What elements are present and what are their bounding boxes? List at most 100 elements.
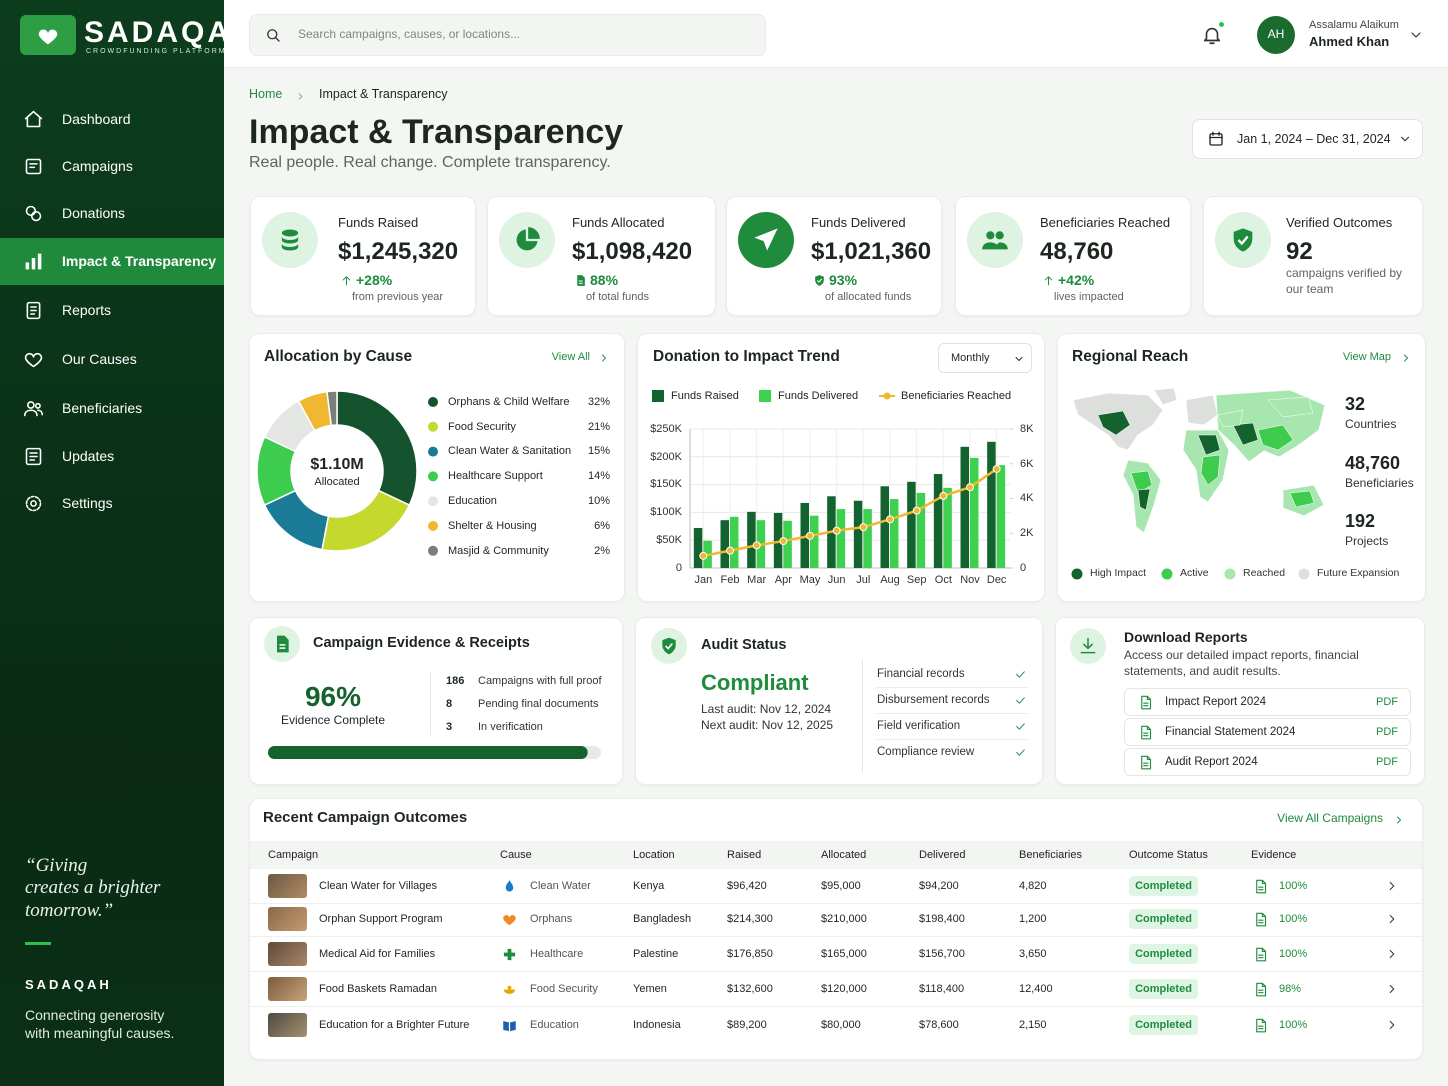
cell: Bangladesh	[633, 912, 692, 925]
file-row[interactable]	[1124, 688, 1411, 716]
nav-label[interactable]: Impact & Transparency	[62, 252, 217, 269]
icon	[1253, 947, 1268, 962]
column-header: Evidence	[1251, 848, 1297, 861]
bell-dot	[1217, 20, 1226, 29]
icon-shape	[1255, 1018, 1266, 1032]
icon-shape	[298, 92, 302, 100]
cell: 2,150	[1019, 1018, 1047, 1031]
nav-label[interactable]: Updates	[62, 447, 115, 464]
icon-shape	[505, 879, 513, 891]
bar	[943, 487, 952, 568]
icon	[1400, 351, 1412, 363]
icon-shape	[37, 253, 41, 269]
icon-shape	[1389, 881, 1395, 891]
icon[interactable]	[1385, 879, 1399, 893]
nav-label[interactable]: Dashboard	[62, 110, 131, 127]
icon[interactable]	[1385, 1018, 1399, 1032]
icon-shape	[1015, 722, 1025, 730]
file-name[interactable]: Impact Report 2024	[1165, 695, 1267, 708]
icon	[1253, 982, 1268, 997]
row-divider	[250, 903, 1422, 904]
date-picker[interactable]	[1192, 119, 1423, 159]
bar	[880, 486, 889, 568]
cell: $210,000	[821, 912, 867, 925]
icon[interactable]	[1201, 24, 1223, 46]
file-name[interactable]: Financial Statement 2024	[1165, 725, 1296, 738]
line-point	[912, 506, 921, 515]
icon-shape	[25, 495, 41, 511]
cell: Kenya	[633, 879, 665, 892]
icon[interactable]	[1385, 947, 1399, 961]
icon[interactable]	[1385, 912, 1399, 926]
icon-shape	[1411, 32, 1421, 38]
icon-shape	[28, 451, 38, 461]
cell: $118,400	[919, 982, 965, 995]
icon	[23, 398, 44, 419]
icon-shape	[342, 275, 350, 285]
nav-label[interactable]: Donations	[62, 204, 126, 221]
icon	[1014, 746, 1027, 759]
icon-shape	[982, 242, 1008, 250]
user-name: Ahmed Khan	[1309, 33, 1390, 49]
nav-label[interactable]: Settings	[62, 494, 113, 511]
bar	[960, 446, 969, 568]
legend-label: Active	[1180, 567, 1209, 580]
nav-label[interactable]: Beneficiaries	[62, 399, 143, 416]
card-link[interactable]: View All Campaigns	[1277, 811, 1383, 826]
icon	[659, 636, 679, 656]
bar	[853, 500, 863, 568]
column-header: Beneficiaries	[1019, 848, 1082, 861]
audit-last: Last audit: Nov 12, 2024	[701, 702, 832, 717]
file-format[interactable]: PDF	[1376, 725, 1398, 738]
x-tick-label: Sep	[906, 573, 927, 586]
icon-shape	[1389, 984, 1395, 994]
file-format[interactable]: PDF	[1376, 755, 1398, 768]
campaign-thumb	[268, 977, 307, 1001]
icon	[1207, 130, 1225, 148]
icon-shape	[267, 29, 278, 40]
file-row[interactable]	[1124, 718, 1411, 746]
icon-shape	[507, 985, 511, 989]
icon	[1078, 636, 1098, 656]
region	[1217, 409, 1244, 428]
legend-label: Beneficiaries Reached	[901, 389, 1012, 402]
icon	[23, 203, 44, 224]
card-link[interactable]: View All	[551, 350, 590, 363]
card-link[interactable]: View Map	[1342, 350, 1391, 363]
legend-label: Funds Delivered	[778, 389, 859, 402]
divider	[862, 660, 863, 772]
nav-label[interactable]: Reports	[62, 301, 112, 318]
nav-label[interactable]: Campaigns	[62, 157, 133, 174]
evidence-label: Evidence Complete	[280, 713, 386, 728]
icon	[574, 274, 587, 287]
search-box[interactable]	[249, 14, 766, 56]
file-row[interactable]	[1124, 748, 1411, 776]
icon[interactable]	[1385, 982, 1399, 996]
bar	[783, 520, 792, 568]
legend-value: 32%	[587, 395, 610, 408]
icon-shape	[1411, 32, 1421, 38]
kpi-change: +28%	[356, 271, 393, 288]
legend-dot	[428, 545, 438, 556]
file-name[interactable]: Audit Report 2024	[1165, 755, 1258, 768]
kpi-note: from previous year	[352, 290, 444, 303]
icon-shape	[1209, 131, 1223, 146]
icon-shape	[274, 36, 280, 42]
icon-shape	[25, 447, 41, 465]
evidence-count: 186	[446, 674, 465, 687]
icon	[1042, 274, 1055, 287]
bar	[720, 520, 729, 568]
file-format[interactable]: PDF	[1376, 695, 1398, 708]
continent	[1185, 394, 1219, 426]
icon-shape	[1203, 27, 1221, 45]
x-tick-label: Aug	[880, 573, 900, 586]
evidence-value: 100%	[1279, 947, 1308, 960]
cell: $95,000	[821, 879, 861, 892]
icon-shape	[502, 914, 516, 925]
line-point	[992, 464, 1001, 473]
nav-label[interactable]: Our Causes	[62, 350, 137, 367]
avatar[interactable]	[1257, 16, 1295, 54]
icon[interactable]	[1408, 27, 1424, 43]
breadcrumb-link[interactable]: Home	[249, 86, 283, 101]
